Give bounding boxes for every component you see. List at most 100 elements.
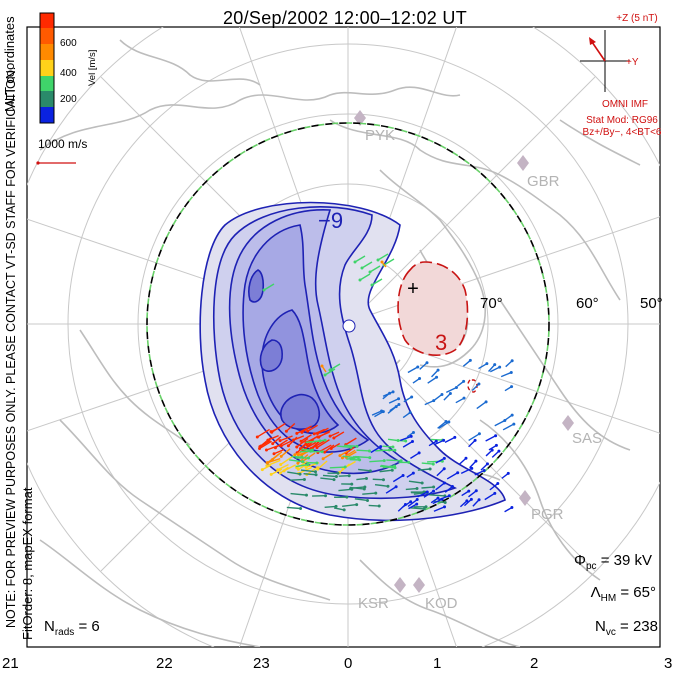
positive-cell — [397, 261, 478, 393]
vector-origin — [367, 449, 371, 453]
vector-origin — [320, 364, 324, 368]
vector-origin — [443, 501, 447, 505]
vector-origin — [391, 390, 395, 394]
vector-origin — [469, 497, 473, 501]
vector-origin — [397, 403, 401, 407]
velocity-vector — [374, 483, 389, 487]
fitorder-label: FitOrder: 8, mapEX format — [20, 487, 35, 640]
vector-origin — [345, 495, 349, 499]
vector-origin — [442, 438, 446, 442]
velocity-vector — [468, 490, 477, 498]
velocity-vector — [385, 486, 397, 494]
velocity-vector — [379, 465, 396, 469]
vector-origin — [284, 429, 288, 433]
vector-origin — [279, 444, 283, 448]
vector-origin — [474, 489, 478, 493]
vector-origin — [408, 411, 412, 415]
vector-origin — [380, 260, 384, 264]
velocity-vector — [333, 431, 345, 439]
vector-origin — [415, 502, 419, 506]
potential-min-marker — [342, 319, 356, 333]
vector-origin — [468, 358, 472, 362]
mlt-label: 21 — [2, 655, 19, 672]
velocity-vector — [403, 396, 413, 403]
vector-origin — [447, 420, 451, 424]
vector-origin — [377, 504, 381, 508]
vector-origin — [470, 466, 474, 470]
velocity-vector — [287, 471, 301, 475]
velocity-vector — [488, 364, 496, 372]
colorbar-swatch — [40, 28, 54, 44]
velocity-vector — [423, 490, 434, 498]
velocity-vector — [356, 449, 370, 452]
velocity-vector — [289, 459, 303, 463]
velocity-vector — [382, 445, 393, 448]
vector-origin — [313, 470, 317, 474]
velocity-vector — [316, 439, 330, 449]
vector-origin — [334, 504, 338, 508]
vector-origin — [454, 385, 458, 389]
latitude-label-60: 60° — [576, 295, 599, 312]
vector-origin — [380, 409, 384, 413]
velocity-vector — [324, 505, 337, 508]
vector-origin — [432, 485, 436, 489]
velocity-vector — [291, 455, 303, 458]
vector-origin — [296, 461, 300, 465]
vector-origin — [424, 505, 428, 509]
latitude-label-70: 70° — [480, 295, 503, 312]
vector-origin — [358, 458, 362, 462]
vector-origin — [410, 395, 414, 399]
vector-origin — [293, 453, 297, 457]
vector-origin — [342, 508, 346, 512]
vector-origin — [374, 491, 378, 495]
vector-origin — [416, 365, 420, 369]
velocity-vector — [349, 486, 365, 490]
vector-origin — [347, 474, 351, 478]
velocity-vector — [435, 457, 445, 464]
velocity-vector — [421, 486, 434, 489]
velocity-vector — [484, 492, 496, 501]
velocity-vector — [322, 474, 337, 478]
velocity-vector — [359, 273, 371, 281]
imf-source: OMNI IMF — [601, 99, 649, 110]
vector-origin — [323, 373, 327, 377]
vector-origin — [343, 465, 347, 469]
station-label: PYK — [365, 127, 396, 144]
velocity-vector — [329, 363, 341, 371]
velocity-vector — [330, 442, 341, 450]
velocity-vector — [429, 494, 445, 497]
vector-origin — [403, 503, 407, 507]
velocity-vector — [286, 506, 301, 510]
velocity-vector — [320, 477, 335, 481]
colorbar-swatch — [40, 91, 54, 107]
vector-origin — [306, 463, 310, 467]
vector-origin — [391, 445, 395, 449]
velocity-vector — [290, 492, 307, 496]
vector-origin — [386, 484, 390, 488]
velocity-vector — [383, 258, 395, 266]
vector-origin — [431, 462, 435, 466]
vector-origin — [482, 468, 486, 472]
colorbar-swatch — [40, 13, 54, 28]
vector-origin — [323, 438, 327, 442]
velocity-vector — [408, 480, 423, 484]
vector-origin — [264, 448, 268, 452]
vector-origin — [362, 487, 366, 491]
vector-origin — [315, 446, 319, 450]
mlt-label: 2 — [530, 655, 539, 672]
vector-origin — [464, 456, 468, 460]
vector-origin — [510, 506, 514, 510]
vector-origin — [425, 361, 429, 365]
velocity-vector — [338, 488, 352, 492]
velocity-vector — [455, 397, 465, 404]
vector-origin — [318, 439, 322, 443]
stat-n-vc: Nvc = 238 — [595, 618, 658, 638]
velocity-vector — [296, 437, 309, 448]
velocity-vector — [342, 503, 357, 507]
velocity-vector — [336, 445, 352, 449]
vector-origin — [417, 451, 421, 455]
stat-lambda-hm: ΛHM = 65° — [590, 584, 656, 604]
vector-origin — [474, 459, 478, 463]
vector-origin — [301, 460, 305, 464]
